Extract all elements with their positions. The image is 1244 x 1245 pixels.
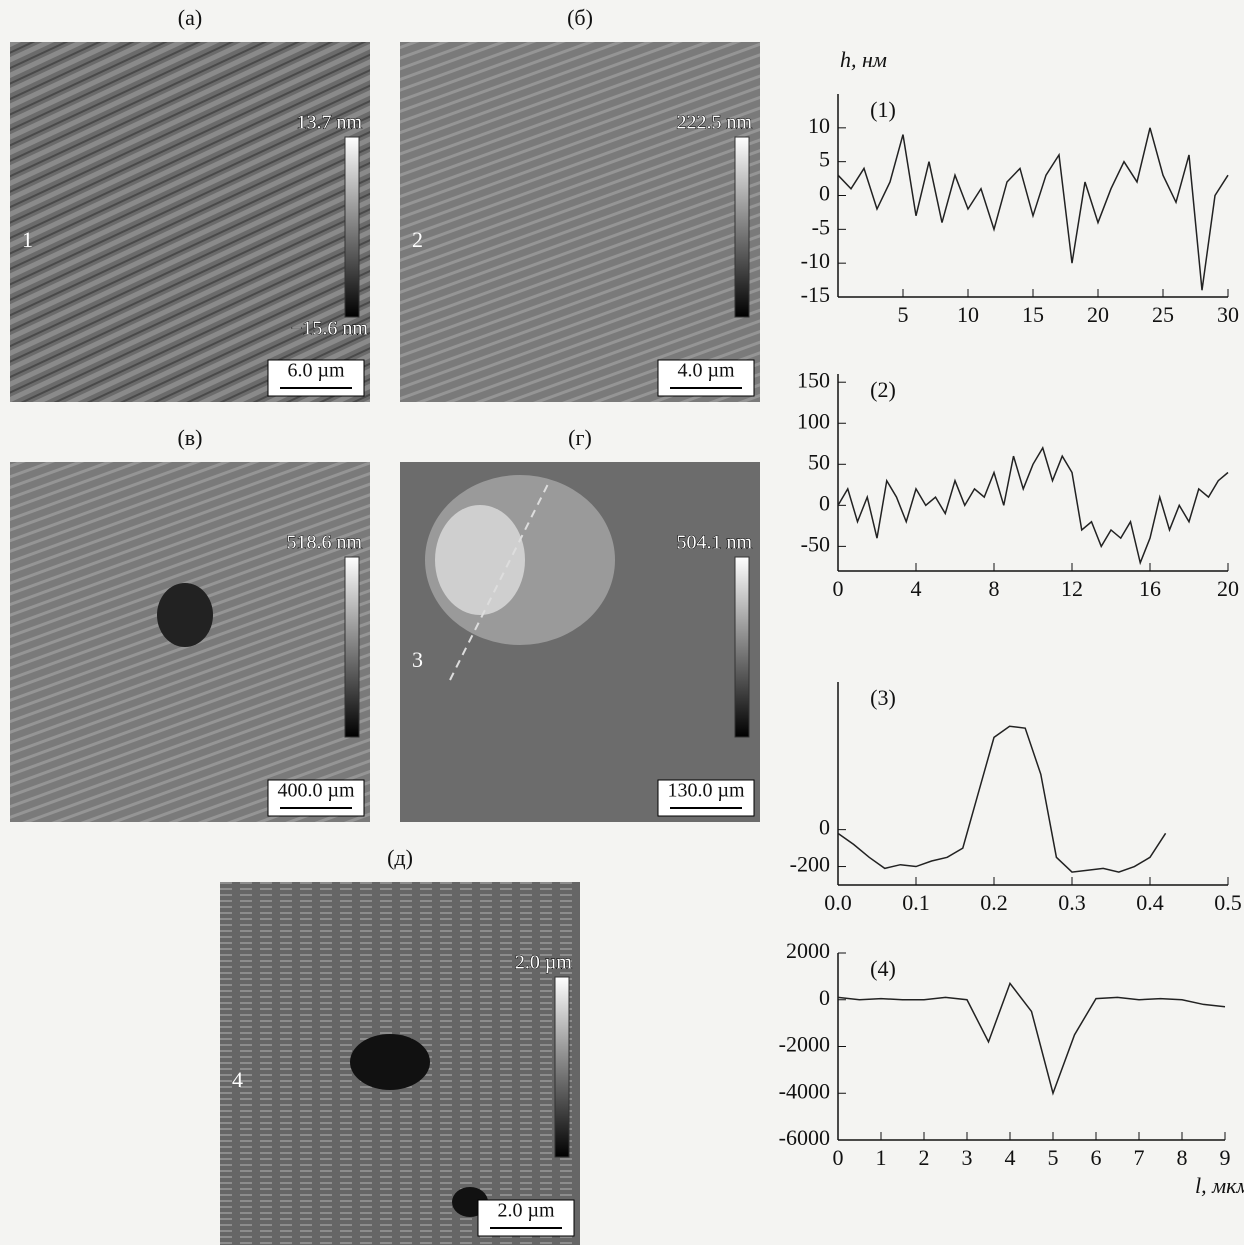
x-tick-label: 0.5 xyxy=(1214,890,1242,915)
x-tick-label: 1 xyxy=(876,1145,887,1170)
sample-number: 3 xyxy=(412,647,423,672)
curve-label: (2) xyxy=(870,377,896,402)
x-tick-label: 5 xyxy=(1048,1145,1059,1170)
scale-bar-label: 130.0 µm xyxy=(667,780,745,802)
x-tick-label: 30 xyxy=(1217,302,1239,327)
scale-bar-label: 4.0 µm xyxy=(677,360,735,382)
y-tick-label: -5 xyxy=(812,214,830,239)
x-tick-label: 0.4 xyxy=(1136,890,1164,915)
x-tick-label: 20 xyxy=(1217,576,1239,601)
feature xyxy=(157,583,213,647)
y-tick-label: 5 xyxy=(819,147,830,172)
scale-max: 222.5 nm xyxy=(676,112,752,134)
x-tick-label: 0.0 xyxy=(824,890,852,915)
curve-label: (3) xyxy=(870,685,896,710)
x-tick-label: 0 xyxy=(833,1145,844,1170)
figure: (а) 1 13.7 nm −15.6 nm 6.0 µm (б) 2 222.5 nm 4.0… xyxy=(0,0,1244,1245)
y-tick-label: 0 xyxy=(819,815,830,840)
curve-label: (4) xyxy=(870,956,896,981)
feature xyxy=(435,505,525,615)
scale-max: 518.6 nm xyxy=(286,532,362,554)
y-tick-label: 0 xyxy=(819,490,830,515)
panel-label: (в) xyxy=(177,425,202,450)
x-tick-label: 20 xyxy=(1087,302,1109,327)
scale-min: −15.6 nm xyxy=(291,318,368,340)
x-tick-label: 7 xyxy=(1134,1145,1145,1170)
profile-line xyxy=(838,983,1225,1093)
afm-image xyxy=(400,42,760,402)
scale-bar-label: 2.0 µm xyxy=(497,1200,555,1222)
y-axis-label: h, нм xyxy=(840,47,887,72)
panel-label: (г) xyxy=(568,425,592,450)
scale-bar-label: 6.0 µm xyxy=(287,360,345,382)
x-tick-label: 9 xyxy=(1220,1145,1231,1170)
images xyxy=(10,42,760,1245)
colorbar xyxy=(345,137,359,317)
x-tick-label: 15 xyxy=(1022,302,1044,327)
y-tick-label: -6000 xyxy=(779,1125,830,1150)
panel-label: (а) xyxy=(178,5,202,30)
y-tick-label: 0 xyxy=(819,181,830,206)
x-tick-label: 12 xyxy=(1061,576,1083,601)
y-tick-label: -2000 xyxy=(779,1032,830,1057)
x-tick-label: 3 xyxy=(962,1145,973,1170)
sample-number: 2 xyxy=(412,227,423,252)
x-tick-label: 4 xyxy=(911,576,922,601)
y-tick-label: 2000 xyxy=(786,938,830,963)
x-tick-label: 0.2 xyxy=(980,890,1008,915)
x-tick-label: 8 xyxy=(1177,1145,1188,1170)
x-tick-label: 8 xyxy=(989,576,1000,601)
curve-label: (1) xyxy=(870,97,896,122)
colorbar xyxy=(345,557,359,737)
y-tick-label: 100 xyxy=(797,408,830,433)
scale-max: 2.0 µm xyxy=(515,952,573,974)
y-tick-label: 10 xyxy=(808,113,830,138)
x-tick-label: 5 xyxy=(898,302,909,327)
colorbar xyxy=(735,137,749,317)
profile-line xyxy=(838,448,1228,563)
scale-max: 504.1 nm xyxy=(676,532,752,554)
colorbar xyxy=(735,557,749,737)
sample-number: 4 xyxy=(232,1067,243,1092)
y-tick-label: -4000 xyxy=(779,1078,830,1103)
y-tick-label: 0 xyxy=(819,985,830,1010)
panel-label: (б) xyxy=(567,5,593,30)
x-tick-label: 0.1 xyxy=(902,890,930,915)
y-tick-label: 150 xyxy=(797,367,830,392)
x-tick-label: 4 xyxy=(1005,1145,1016,1170)
x-tick-label: 0 xyxy=(833,576,844,601)
afm-image xyxy=(10,42,370,402)
y-tick-label: 50 xyxy=(808,449,830,474)
y-tick-label: -15 xyxy=(801,282,830,307)
x-tick-label: 2 xyxy=(919,1145,930,1170)
x-tick-label: 16 xyxy=(1139,576,1161,601)
x-tick-label: 0.3 xyxy=(1058,890,1086,915)
x-tick-label: 25 xyxy=(1152,302,1174,327)
y-tick-label: -10 xyxy=(801,248,830,273)
x-tick-label: 6 xyxy=(1091,1145,1102,1170)
profile-line xyxy=(838,128,1228,290)
panel-label: (д) xyxy=(387,845,413,870)
profile-line xyxy=(838,726,1166,872)
colorbar xyxy=(555,977,569,1157)
scale-max: 13.7 nm xyxy=(296,112,362,134)
feature xyxy=(350,1034,430,1090)
y-tick-label: -200 xyxy=(790,852,830,877)
x-tick-label: 10 xyxy=(957,302,979,327)
y-tick-label: -50 xyxy=(801,531,830,556)
scale-bar-label: 400.0 µm xyxy=(277,780,355,802)
x-axis-label: l, мкм xyxy=(1195,1173,1244,1198)
sample-number: 1 xyxy=(22,227,33,252)
